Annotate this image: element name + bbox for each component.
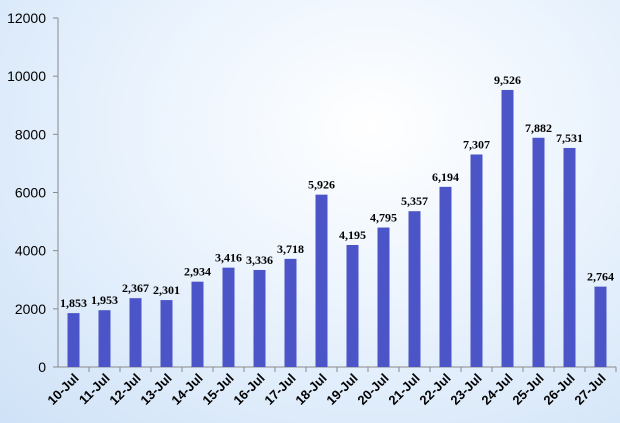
y-tick-label: 6000: [15, 185, 46, 201]
x-axis-ticks: 10-Jul11-Jul12-Jul13-Jul14-Jul15-Jul16-J…: [44, 367, 617, 408]
bar-value-label: 7,307: [463, 137, 490, 151]
bar: [253, 269, 266, 367]
x-tick-label: 14-Jul: [168, 371, 205, 408]
bar: [594, 286, 607, 367]
x-tick-label: 12-Jul: [106, 371, 143, 408]
bar-value-label: 1,853: [60, 296, 87, 310]
data-labels: 1,853 1,953 2,367 2,301 2,934 3,416 3,336 3,718…: [60, 73, 614, 310]
y-tick-label: 4000: [15, 243, 46, 259]
bar: [501, 89, 514, 368]
bar: [346, 244, 359, 367]
bar-value-label: 2,301: [153, 283, 180, 297]
bar-value-label: 5,357: [401, 194, 428, 208]
bar-value-label: 2,764: [587, 270, 614, 284]
bar: [222, 267, 235, 367]
bar: [315, 194, 328, 367]
bar-value-label: 2,934: [184, 265, 211, 279]
bar: [67, 313, 80, 367]
y-tick-label: 2000: [15, 301, 46, 317]
bar: [532, 137, 545, 367]
bar-value-label: 4,795: [370, 211, 397, 225]
chart-axes: [57, 18, 616, 368]
bar-value-label: 4,195: [339, 228, 366, 242]
bar-value-label: 1,953: [91, 293, 118, 307]
x-tick-label: 20-Jul: [354, 371, 391, 408]
x-tick-label: 19-Jul: [323, 371, 360, 408]
bar-value-label: 6,194: [432, 170, 459, 184]
y-tick-label: 10000: [7, 68, 46, 84]
bar-value-label: 7,882: [525, 121, 552, 135]
bar-value-label: 9,526: [494, 73, 521, 87]
y-axis-ticks: 0 2000 4000 6000 8000 10000 12000: [7, 10, 58, 375]
x-tick-label: 11-Jul: [76, 371, 113, 408]
bar: [377, 227, 390, 367]
bar: [439, 186, 452, 367]
bar-value-label: 7,531: [556, 131, 583, 145]
bar-value-label: 3,416: [215, 251, 242, 265]
bar-series: [67, 89, 607, 368]
x-tick-label: 15-Jul: [199, 371, 236, 408]
x-tick-label: 10-Jul: [44, 371, 81, 408]
x-tick-label: 16-Jul: [230, 371, 267, 408]
bar: [284, 258, 297, 367]
y-tick-label: 12000: [7, 10, 46, 26]
y-tick-label: 0: [38, 359, 46, 375]
bar: [191, 281, 204, 367]
x-tick-label: 23-Jul: [447, 371, 484, 408]
bar-value-label: 2,367: [122, 281, 149, 295]
bar: [470, 154, 483, 367]
bar: [160, 300, 173, 367]
x-tick-label: 18-Jul: [292, 371, 329, 408]
bar-value-label: 3,336: [246, 253, 273, 267]
x-tick-label: 24-Jul: [478, 371, 515, 408]
x-tick-label: 27-Jul: [571, 371, 608, 408]
x-tick-label: 26-Jul: [540, 371, 577, 408]
bar: [129, 298, 142, 367]
x-tick-label: 17-Jul: [261, 371, 298, 408]
bar-value-label: 5,926: [308, 178, 335, 192]
bar: [408, 211, 421, 367]
x-tick-label: 13-Jul: [137, 371, 174, 408]
x-tick-label: 25-Jul: [509, 371, 546, 408]
bar: [563, 147, 576, 367]
y-tick-label: 8000: [15, 126, 46, 142]
bar: [98, 310, 111, 367]
bar-value-label: 3,718: [277, 242, 304, 256]
x-tick-label: 22-Jul: [416, 371, 453, 408]
x-tick-label: 21-Jul: [385, 371, 422, 408]
